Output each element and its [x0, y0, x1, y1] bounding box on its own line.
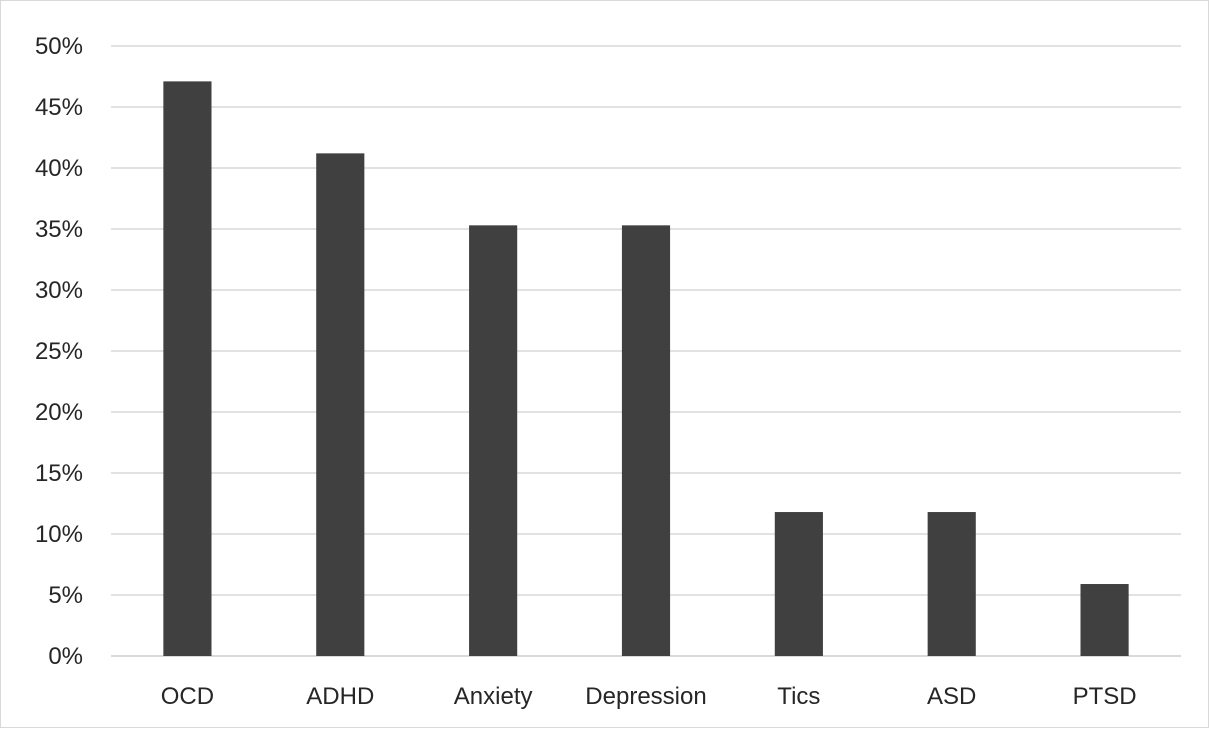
y-tick-label: 5% [48, 582, 83, 609]
bar-tics [774, 512, 823, 656]
bars [163, 81, 1129, 657]
x-tick-label: ADHD [306, 683, 374, 710]
x-axis-ticks: OCD ADHD Anxiety Depression Tics ASD PTSD [161, 683, 1137, 710]
y-tick-label: 30% [35, 277, 83, 304]
y-tick-label: 0% [48, 643, 83, 670]
x-tick-label: Depression [585, 683, 706, 710]
y-tick-label: 25% [35, 338, 83, 365]
y-tick-label: 15% [35, 460, 83, 487]
y-axis-ticks: 0% 5% 10% 15% 20% 25% 30% 35% 40% 45% 50% [35, 33, 83, 670]
bar-ptsd [1080, 584, 1129, 656]
y-tick-label: 10% [35, 521, 83, 548]
x-tick-label: OCD [161, 683, 214, 710]
x-tick-label: Anxiety [454, 683, 533, 710]
x-tick-label: Tics [777, 683, 820, 710]
bar-adhd [316, 153, 365, 657]
x-tick-label: ASD [927, 683, 976, 710]
y-tick-label: 50% [35, 33, 83, 60]
bar-ocd [163, 81, 212, 656]
y-tick-label: 35% [35, 216, 83, 243]
y-tick-label: 20% [35, 399, 83, 426]
bar-depression [621, 225, 671, 656]
bar-anxiety [469, 225, 518, 656]
bar-asd [927, 512, 976, 656]
y-tick-label: 45% [35, 94, 83, 121]
x-tick-label: PTSD [1073, 683, 1137, 710]
y-tick-label: 40% [35, 155, 83, 182]
